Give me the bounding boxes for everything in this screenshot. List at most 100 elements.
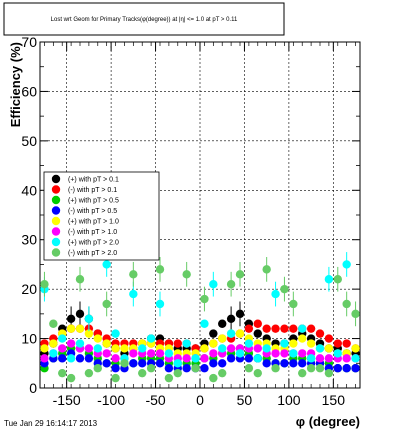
legend-label: (-) with pT > 2.0 <box>68 250 117 257</box>
y-axis-label: Efficiency (%) <box>8 42 23 127</box>
data-point <box>93 364 102 373</box>
data-point <box>49 349 58 358</box>
data-point <box>218 334 227 343</box>
data-point <box>93 344 102 353</box>
data-point <box>280 349 289 358</box>
data-point <box>191 364 200 373</box>
data-point <box>120 344 129 353</box>
data-point <box>333 349 342 358</box>
data-point <box>84 368 94 378</box>
data-point <box>244 324 254 333</box>
data-point <box>111 344 120 353</box>
data-point <box>218 368 227 378</box>
data-point <box>102 339 111 348</box>
data-point <box>84 354 94 363</box>
data-point <box>244 354 254 363</box>
legend-label: (-) with pT > 0.1 <box>68 187 117 194</box>
legend-label: (+) with pT > 1.0 <box>68 219 119 226</box>
legend-label: (+) with pT > 0.1 <box>68 177 119 184</box>
data-point <box>235 309 245 319</box>
data-point <box>315 354 325 363</box>
data-point <box>182 339 191 348</box>
data-point <box>40 344 49 353</box>
series-8 <box>40 257 360 383</box>
data-point <box>351 354 360 363</box>
x-tick-label: -100 <box>97 392 125 408</box>
data-point <box>155 299 165 309</box>
data-point <box>58 344 67 353</box>
data-point <box>146 364 156 373</box>
data-point <box>271 289 280 299</box>
data-point <box>173 359 182 368</box>
data-point <box>324 334 334 343</box>
data-point <box>66 324 76 333</box>
data-point <box>200 364 209 373</box>
y-tick-label: 60 <box>21 83 37 99</box>
data-point <box>209 329 218 338</box>
data-point <box>280 339 289 348</box>
data-point <box>244 339 254 348</box>
data-point <box>102 299 111 309</box>
data-point <box>351 364 360 373</box>
data-point <box>226 344 236 353</box>
data-point <box>75 309 85 319</box>
data-point <box>84 314 94 323</box>
data-points <box>40 252 360 383</box>
data-point <box>173 368 182 378</box>
data-point <box>289 359 298 368</box>
x-tick-label: 100 <box>277 392 301 408</box>
legend-label: (-) with pT > 1.0 <box>68 229 117 236</box>
data-point <box>306 324 316 333</box>
data-point <box>253 344 262 353</box>
data-point <box>66 354 76 363</box>
data-point <box>351 344 360 353</box>
data-point <box>262 324 271 333</box>
data-point <box>298 359 307 368</box>
data-point <box>209 349 218 358</box>
data-point <box>129 289 138 299</box>
data-point <box>315 344 325 353</box>
data-point <box>102 349 111 358</box>
legend-marker <box>51 185 61 194</box>
data-point <box>209 373 218 383</box>
legend-marker <box>51 174 61 184</box>
data-point <box>235 349 245 358</box>
data-point <box>315 364 325 373</box>
data-point <box>102 260 111 269</box>
y-tick-label: 40 <box>21 182 37 198</box>
data-point <box>289 324 298 333</box>
x-tick-label: -150 <box>53 392 81 408</box>
data-point <box>298 349 307 358</box>
data-point <box>226 280 236 289</box>
data-point <box>226 354 236 363</box>
legend-marker <box>51 248 61 257</box>
data-point <box>209 280 218 289</box>
data-point <box>280 284 289 294</box>
data-point <box>342 339 351 348</box>
chart-title: Lost wrt Geom for Primary Tracks(φ(degre… <box>51 17 238 23</box>
y-tick-label: 50 <box>21 133 37 149</box>
x-tick-labels: -150 -100 -50 0 50 100 150 <box>53 392 346 408</box>
data-point <box>155 359 165 368</box>
data-point <box>342 364 351 373</box>
data-point <box>84 344 94 353</box>
data-point <box>218 319 227 328</box>
data-point <box>49 319 58 328</box>
data-point <box>111 354 120 363</box>
data-point <box>306 364 316 373</box>
data-point <box>324 354 334 363</box>
data-point <box>289 349 298 358</box>
data-point <box>164 364 174 373</box>
y-tick-label: 70 <box>21 34 37 50</box>
data-point <box>298 324 307 333</box>
data-point <box>40 280 49 289</box>
data-point <box>253 329 262 338</box>
legend-label: (+) with pT > 2.0 <box>68 240 119 247</box>
data-point <box>280 359 289 368</box>
data-point <box>200 344 209 353</box>
data-point <box>244 364 254 373</box>
data-point <box>111 329 120 338</box>
title-box <box>3 2 285 36</box>
data-point <box>226 329 236 338</box>
